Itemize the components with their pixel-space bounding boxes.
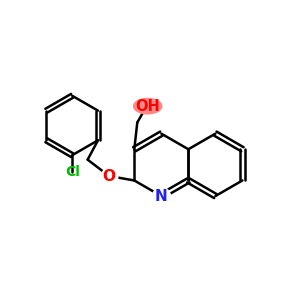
Ellipse shape [134,98,162,114]
Text: OH: OH [135,99,160,114]
Text: N: N [155,189,168,204]
Text: Cl: Cl [65,164,80,178]
Text: O: O [103,169,116,184]
